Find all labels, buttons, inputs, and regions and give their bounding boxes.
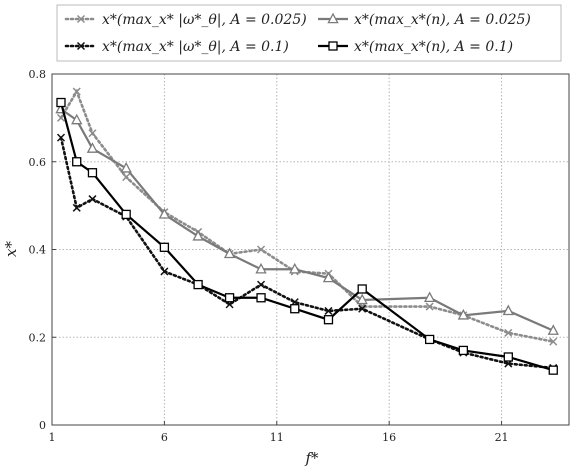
triangle-marker	[289, 262, 301, 274]
x-axis-label: f*	[304, 449, 319, 467]
y-tick-label: 0.2	[29, 331, 47, 344]
square-marker	[224, 293, 235, 303]
triangle-marker	[120, 161, 132, 173]
legend-label: x*(max_x* |ω*_θ|, A = 0.1)	[102, 39, 289, 55]
triangle-marker	[192, 229, 204, 241]
x-marker	[257, 280, 266, 289]
square-marker	[323, 315, 334, 325]
x-marker	[549, 337, 558, 346]
y-axis-label: x*	[2, 241, 20, 257]
x-marker	[257, 245, 266, 254]
grid	[52, 74, 569, 425]
x-tick-label: 21	[495, 431, 509, 444]
x-marker	[88, 129, 97, 138]
legend-box	[56, 4, 562, 62]
x-marker	[160, 267, 169, 276]
square-marker	[87, 168, 98, 178]
square-marker	[121, 209, 131, 220]
series-2	[56, 133, 558, 372]
square-marker	[159, 242, 170, 252]
y-tick-label: 0.4	[29, 244, 47, 257]
legend-entry: x*(max_x* |ω*_θ|, A = 0.1)	[64, 39, 289, 55]
series-line	[60, 108, 554, 332]
triangle-marker	[327, 12, 339, 24]
x-marker	[72, 87, 81, 96]
square-marker	[290, 304, 300, 314]
square-marker	[328, 41, 338, 51]
x-marker	[76, 41, 86, 51]
series-3	[55, 102, 559, 335]
triangle-marker	[547, 324, 559, 335]
triangle-marker	[158, 208, 171, 219]
y-tick-label: 0.6	[29, 156, 47, 169]
triangle-marker	[356, 293, 368, 305]
x-marker	[358, 304, 367, 313]
square-marker	[72, 157, 82, 167]
square-marker	[56, 97, 66, 108]
square-marker	[503, 352, 513, 362]
x-marker	[72, 203, 81, 212]
x-tick-label: 16	[382, 431, 396, 444]
triangle-marker	[423, 291, 436, 303]
triangle-marker	[457, 308, 470, 320]
x-marker	[504, 328, 513, 337]
triangle-marker	[86, 142, 99, 153]
square-marker	[424, 334, 435, 345]
series-line	[59, 136, 555, 370]
x-marker	[122, 173, 131, 182]
x-marker	[324, 306, 333, 315]
x-marker	[88, 195, 97, 204]
triangle-marker	[322, 271, 335, 283]
legend-entry: x*(max_x*(n), A = 0.1)	[318, 39, 513, 55]
square-marker	[256, 293, 266, 303]
triangle-marker	[71, 113, 83, 125]
x-tick-label: 11	[270, 431, 284, 444]
legend-entry: x*(max_x* |ω*_θ|, A = 0.025)	[64, 12, 307, 28]
x-tick-label: 1	[49, 431, 56, 444]
legend-label: x*(max_x*(n), A = 0.1)	[354, 39, 513, 55]
square-marker	[357, 284, 367, 294]
legend-label: x*(max_x*(n), A = 0.025)	[354, 12, 531, 28]
series-4	[56, 97, 558, 375]
legend-entry: x*(max_x*(n), A = 0.025)	[318, 12, 531, 28]
series-line	[59, 102, 554, 372]
square-marker	[193, 279, 203, 290]
y-tick-label: 0	[39, 419, 46, 432]
y-tick-label: 0.8	[29, 68, 47, 81]
x-marker	[425, 302, 434, 311]
triangle-marker	[255, 262, 267, 274]
square-marker	[548, 365, 558, 375]
series-layer	[55, 87, 559, 375]
x-marker	[76, 14, 86, 24]
legend: x*(max_x* |ω*_θ|, A = 0.025) x*(max_x* |ω…	[56, 4, 562, 62]
triangle-marker	[223, 247, 236, 259]
triangle-marker	[502, 304, 514, 316]
legend-label: x*(max_x* |ω*_θ|, A = 0.025)	[102, 12, 307, 28]
square-marker	[458, 345, 469, 356]
x-marker	[56, 133, 66, 142]
x-tick-label: 6	[161, 431, 168, 444]
